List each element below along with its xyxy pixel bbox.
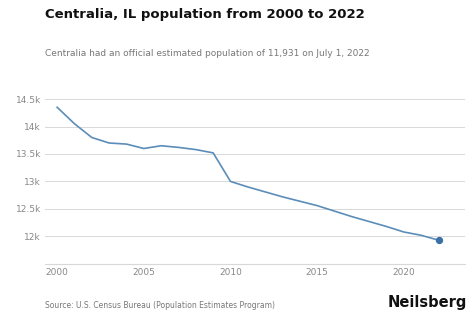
Text: Centralia, IL population from 2000 to 2022: Centralia, IL population from 2000 to 20… — [45, 8, 365, 21]
Text: Source: U.S. Census Bureau (Population Estimates Program): Source: U.S. Census Bureau (Population E… — [45, 301, 275, 310]
Text: Centralia had an official estimated population of 11,931 on July 1, 2022: Centralia had an official estimated popu… — [45, 49, 370, 58]
Text: Neilsberg: Neilsberg — [388, 295, 467, 310]
Point — [435, 238, 442, 243]
